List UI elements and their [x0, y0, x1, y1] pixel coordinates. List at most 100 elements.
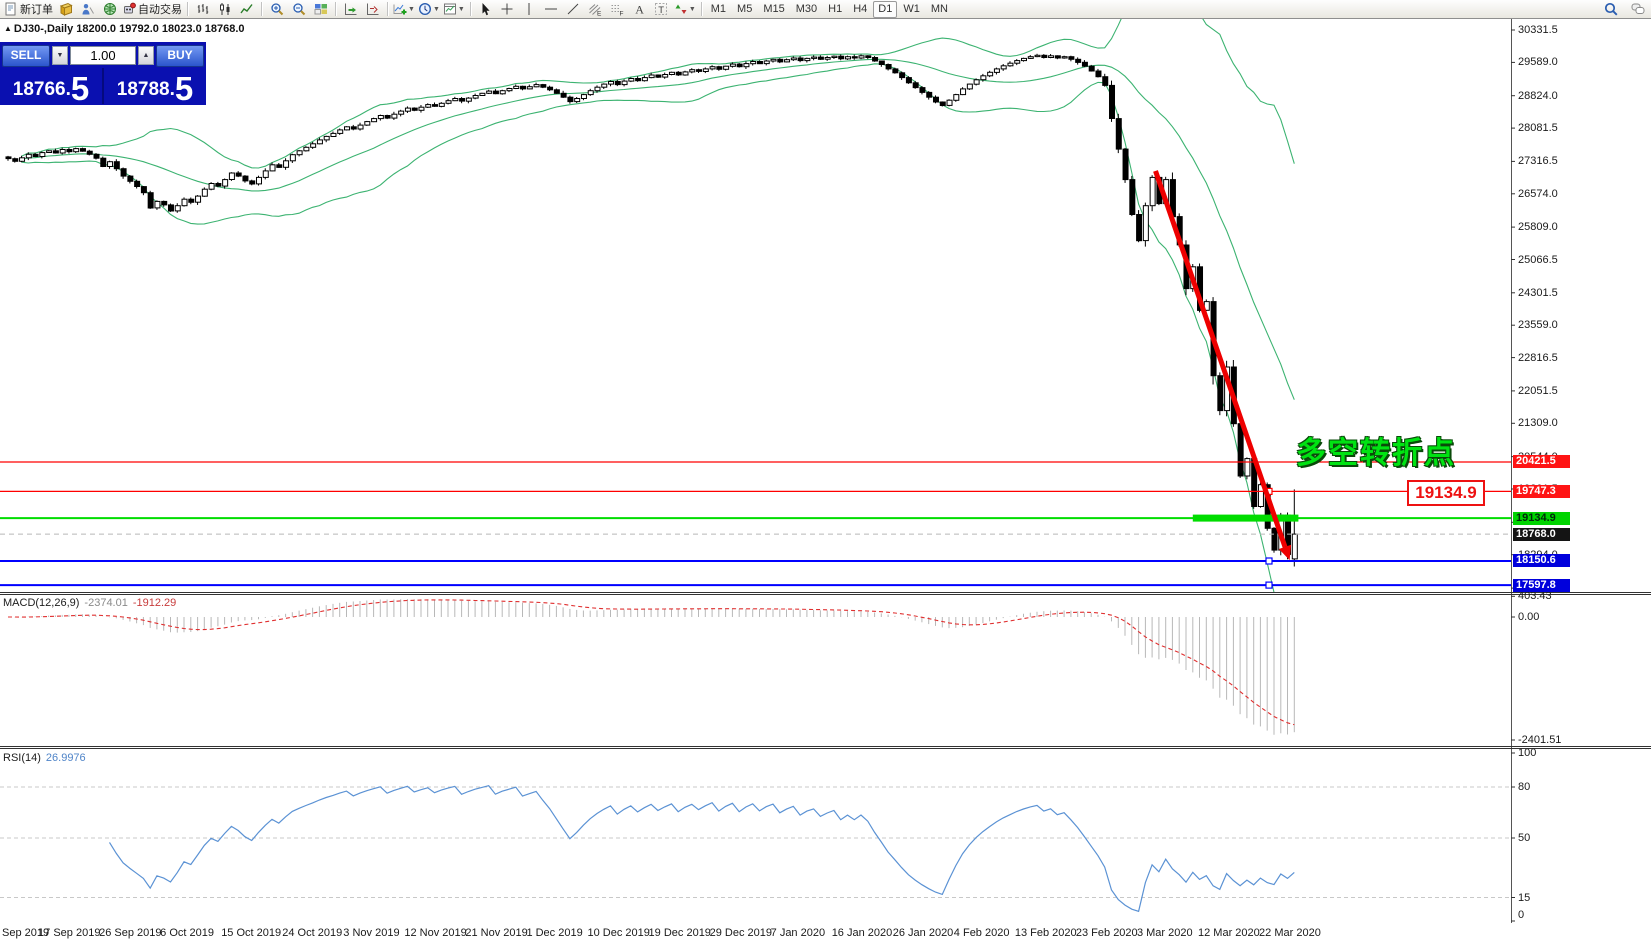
globe-icon	[103, 3, 116, 15]
linechart-icon	[239, 4, 253, 14]
chart-shift-button[interactable]	[362, 1, 383, 18]
price-badge: 20421.5	[1513, 455, 1570, 469]
date-tick-label: 23 Feb 2020	[1075, 927, 1138, 939]
arrows-button[interactable]: ▼	[673, 1, 697, 18]
volume-increase-button[interactable]: ▲	[138, 46, 154, 65]
zoom-out-button[interactable]	[288, 1, 309, 18]
price-badge: 18150.6	[1513, 554, 1570, 568]
cursor-button[interactable]	[475, 1, 496, 18]
person-icon	[82, 3, 94, 15]
market-watch-icon[interactable]	[55, 1, 76, 18]
date-tick-label: 3 Nov 2019	[343, 927, 400, 939]
periods-button[interactable]: ▼	[417, 1, 441, 18]
date-axis[interactable]: Sep 2019 17 Sep 2019 26 Sep 2019 6 Oct 2019…	[0, 923, 1651, 944]
price-tick-label: 29589.0	[1518, 56, 1558, 69]
volume-decrease-button[interactable]: ▼	[52, 46, 68, 65]
price-badge: 17597.8	[1513, 578, 1570, 592]
arrows-icon	[675, 4, 687, 14]
data-window-icon[interactable]	[77, 1, 98, 18]
tile-windows-button[interactable]	[310, 1, 331, 18]
date-tick-label: 29 Dec 2019	[709, 927, 772, 939]
date-tick-label: 22 Mar 2020	[1259, 927, 1321, 939]
timeframe-button-mn[interactable]: MN	[930, 2, 948, 15]
sell-price-main: 18766.	[12, 79, 71, 100]
rsi-scale-label: 80	[1518, 781, 1531, 793]
rsi-scale-label: 50	[1518, 832, 1531, 844]
timeframe-button-h1[interactable]: H1	[828, 2, 843, 15]
date-tick-label: 12 Mar 2020	[1198, 927, 1260, 939]
line-chart-type-button[interactable]	[236, 1, 257, 18]
auto-scroll-button[interactable]	[340, 1, 361, 18]
macd-scale-label: 0.00	[1518, 611, 1540, 623]
candlestick-chart-type-button[interactable]	[214, 1, 235, 18]
bar-chart-type-button[interactable]	[192, 1, 213, 18]
template-icon	[443, 3, 456, 15]
price-badge: 19747.3	[1513, 484, 1570, 498]
chat-button[interactable]	[1627, 1, 1648, 18]
macd-scale-label: 403.43	[1518, 590, 1552, 603]
timeframe-button-m1[interactable]: M1	[710, 2, 727, 15]
date-tick-label: 12 Nov 2019	[404, 927, 467, 939]
search-button[interactable]	[1600, 1, 1621, 18]
timeframe-button-m15[interactable]: M15	[763, 2, 785, 15]
clock-icon	[418, 2, 431, 16]
buy-price-main: 18788.	[116, 79, 175, 100]
toolbar-separator	[261, 2, 262, 16]
book-icon	[59, 2, 73, 16]
price-tick-label: 23559.0	[1518, 319, 1558, 332]
crosshair-button[interactable]	[497, 1, 518, 18]
chevron-down-icon: ▼	[688, 5, 696, 13]
date-tick-label: 6 Oct 2019	[160, 927, 214, 939]
timeframe-button-h4[interactable]: H4	[853, 2, 868, 15]
buy-price[interactable]: 18788. 5	[104, 68, 206, 105]
symbol-marker-icon: ▲	[4, 24, 12, 33]
price-axis[interactable]: 30331.5 29589.0 28824.0 28081.5 27316.5 26574…	[1511, 19, 1651, 923]
horizontal-line-button[interactable]	[541, 1, 562, 18]
volume-input[interactable]: 1.00	[70, 46, 136, 65]
timeframe-button-w1[interactable]: W1	[903, 2, 920, 15]
text-label-button[interactable]: T	[651, 1, 672, 18]
vertical-line-button[interactable]	[519, 1, 540, 18]
price-tick-label: 28824.0	[1518, 89, 1558, 102]
turning-point-annotation[interactable]: 多空转折点	[1296, 437, 1456, 470]
timeframe-button-m5[interactable]: M5	[737, 2, 753, 15]
date-tick-label: 1 Dec 2019	[526, 927, 583, 939]
date-tick-label: 19 Dec 2019	[648, 927, 711, 939]
date-tick-label: 13 Feb 2020	[1014, 927, 1077, 939]
macd-indicator-label: MACD(12,26,9) -2374.01 -1912.29	[3, 597, 177, 609]
zoom-in-button[interactable]	[266, 1, 287, 18]
rsi-scale-label: 15	[1518, 891, 1531, 904]
sell-price[interactable]: 18766. 5	[0, 68, 104, 105]
price-tick-label: 22051.5	[1518, 384, 1558, 397]
timeframe-button-d1[interactable]: D1	[873, 0, 898, 18]
textA-icon: A	[636, 3, 645, 17]
news-icon[interactable]	[99, 1, 120, 18]
tiles-icon	[314, 4, 327, 15]
templates-button[interactable]: ▼	[442, 1, 466, 18]
level-price-label[interactable]: 19134.9	[1407, 480, 1485, 506]
cursor-icon	[482, 3, 490, 16]
timeframe-button-m30[interactable]: M30	[795, 2, 818, 15]
macd-scale-label: -2401.51	[1518, 733, 1562, 746]
sell-button[interactable]: SELL	[2, 44, 50, 67]
new-order-button[interactable]: 新订单	[3, 1, 54, 18]
one-click-trading-panel: SELL ▼ 1.00 ▲ BUY 18766. 5 18788. 5	[0, 42, 206, 105]
zoomout-icon	[292, 3, 305, 16]
equidistant-channel-button[interactable]: E	[585, 1, 606, 18]
date-tick-label: 15 Oct 2019	[221, 927, 282, 939]
chevron-down-icon: ▼	[457, 5, 465, 13]
buy-button[interactable]: BUY	[156, 44, 204, 67]
date-tick-label: 7 Jan 2020	[770, 927, 826, 939]
fibonacci-button[interactable]: F	[607, 1, 628, 18]
toolbar-separator	[187, 2, 188, 16]
candles-icon	[219, 3, 229, 15]
indicators-button[interactable]: ▼	[392, 1, 416, 18]
auto-trading-button[interactable]: 自动交易	[121, 1, 183, 18]
text-button[interactable]: A	[629, 1, 650, 18]
chevron-down-icon: ▼	[432, 5, 440, 13]
price-badge: 18768.0	[1513, 527, 1570, 541]
trendline-button[interactable]	[563, 1, 584, 18]
price-badge: 19134.9	[1513, 511, 1570, 525]
